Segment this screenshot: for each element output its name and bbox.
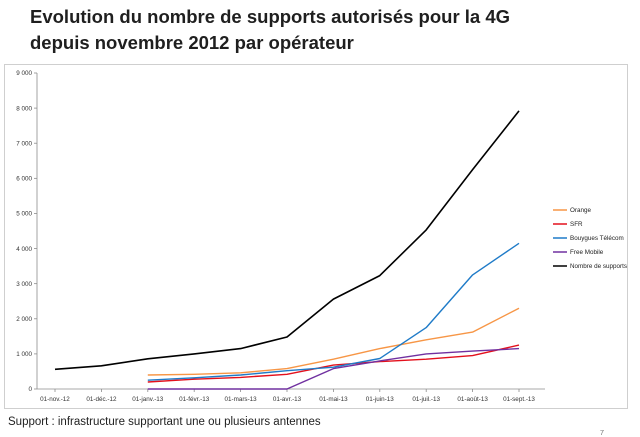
x-tick-label: 01-mai-13 — [319, 396, 348, 403]
x-tick-label: 01-avr.-13 — [273, 396, 302, 403]
y-tick-label: 0 — [28, 386, 32, 393]
y-tick-label: 8 000 — [16, 105, 32, 112]
slide-title: Evolution du nombre de supports autorisé… — [30, 4, 590, 56]
title-line-1: Evolution du nombre de supports autorisé… — [30, 6, 511, 27]
y-tick-label: 2 000 — [16, 316, 32, 323]
legend-label-sfr: SFR — [570, 221, 583, 228]
series-line-bouygues-telecom — [147, 242, 520, 381]
y-tick-label: 1 000 — [16, 351, 32, 358]
y-tick-label: 3 000 — [16, 281, 32, 288]
x-tick-label: 01-févr.-13 — [179, 396, 210, 403]
x-tick-label: 01-sept.-13 — [503, 396, 535, 403]
y-tick-label: 6 000 — [16, 176, 32, 183]
series-line-nombre-de-supports — [54, 110, 520, 371]
y-tick-label: 7 000 — [16, 140, 32, 147]
x-tick-label: 01-août-13 — [457, 396, 488, 403]
line-chart: 0 1 000 2 000 3 000 4 000 5 000 6 000 7 000 8 00… — [16, 70, 627, 403]
chart-frame: 0 1 000 2 000 3 000 4 000 5 000 6 000 7 000 8 00… — [4, 64, 628, 409]
legend-label-orange: Orange — [570, 207, 592, 214]
legend-label-bouygues-telecom: Bouygues Télécom — [570, 235, 624, 242]
legend-label-free-mobile: Free Mobile — [570, 249, 604, 256]
series-line-free-mobile — [147, 347, 520, 390]
series-line-orange — [147, 307, 520, 376]
support-caption: Support : infrastructure supportant une … — [8, 416, 321, 428]
y-tick-label: 9 000 — [16, 70, 32, 77]
x-tick-label: 01-déc.-12 — [86, 396, 117, 403]
page-number: 7 — [599, 428, 604, 437]
legend-label-nombre-de-supports: Nombre de supports — [570, 263, 627, 270]
title-line-2: depuis novembre 2012 par opérateur — [30, 32, 354, 53]
series-line-sfr — [147, 344, 520, 383]
y-tick-label: 5 000 — [16, 211, 32, 218]
x-tick-label: 01-juin-13 — [366, 396, 395, 403]
x-tick-label: 01-mars-13 — [224, 396, 257, 403]
x-tick-label: 01-nov.-12 — [40, 396, 70, 403]
x-tick-label: 01-juil.-13 — [412, 396, 440, 403]
y-tick-label: 4 000 — [16, 246, 32, 253]
x-tick-label: 01-janv.-13 — [132, 396, 164, 403]
